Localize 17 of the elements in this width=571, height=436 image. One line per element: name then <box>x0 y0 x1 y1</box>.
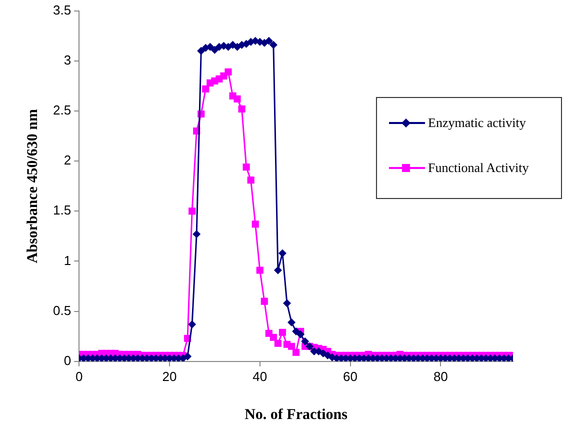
x-tick-label: 60 <box>343 368 358 384</box>
legend-label: Functional Activity <box>428 160 529 176</box>
y-axis-title: Absorbance 450/630 nm <box>24 108 41 264</box>
y-tick-label: 1.5 <box>52 202 72 218</box>
x-tick-label: 80 <box>433 368 448 384</box>
x-tick-label: 40 <box>252 368 268 384</box>
y-tick-label: 3.5 <box>52 2 72 18</box>
y-tick-label: 3 <box>64 52 72 68</box>
y-tick-label: 0.5 <box>52 302 72 318</box>
y-tick-label: 2 <box>64 152 72 168</box>
x-axis-title: No. of Fractions <box>244 406 348 423</box>
y-tick-label: 0 <box>64 352 72 368</box>
legend-label: Enzymatic activity <box>428 115 526 131</box>
y-tick-label: 1 <box>64 252 72 268</box>
y-tick-label: 2.5 <box>52 102 72 118</box>
x-tick-label: 0 <box>75 368 83 384</box>
x-tick-label: 20 <box>162 368 177 384</box>
